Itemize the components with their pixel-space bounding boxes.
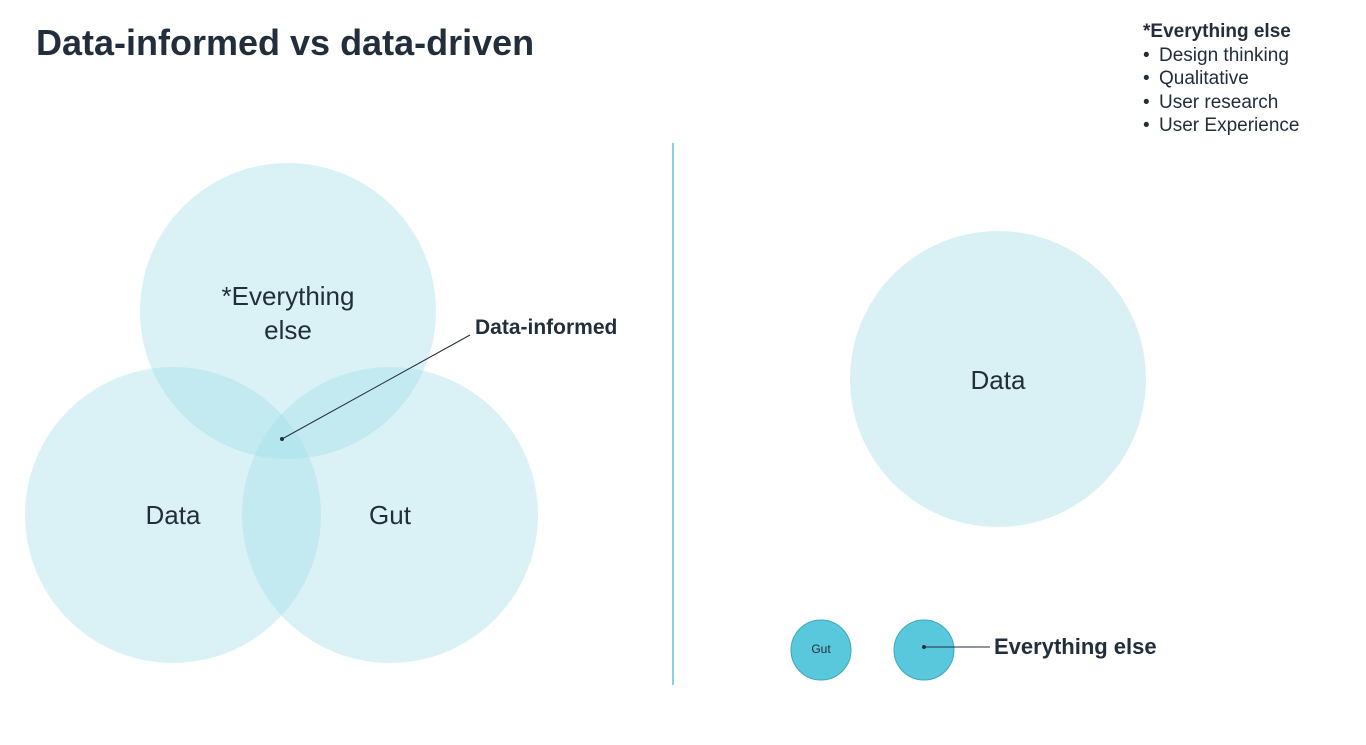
note: *Everything else Design thinking Qualita… (1143, 20, 1299, 138)
circle-label: Gut (369, 500, 411, 530)
note-item: Qualitative (1143, 67, 1299, 91)
note-item: User Experience (1143, 114, 1299, 138)
callout-dot (922, 645, 926, 649)
venn-circle-data (25, 367, 321, 663)
callout-label: Data-informed (475, 316, 618, 339)
circle-label: Gut (811, 642, 831, 656)
gut-circle (790, 619, 852, 681)
circle-label: Data (970, 365, 1026, 395)
title: Data-informed vs data-driven (36, 22, 535, 63)
note-item: Design thinking (1143, 44, 1299, 68)
venn-circle-everything-else (140, 163, 436, 459)
everything-else-circle (893, 619, 955, 681)
callout-line (281, 334, 471, 440)
callout-label: Everything else (994, 634, 1157, 659)
venn-circle-gut (242, 367, 538, 663)
circle-label: Data (145, 500, 201, 530)
note-list: Design thinking Qualitative User researc… (1143, 44, 1299, 138)
note-heading: *Everything else (1143, 21, 1291, 42)
callout-dot (280, 437, 284, 441)
data-circle (850, 231, 1146, 527)
circle-label: *Everything else (221, 281, 355, 345)
note-item: User research (1143, 91, 1299, 115)
